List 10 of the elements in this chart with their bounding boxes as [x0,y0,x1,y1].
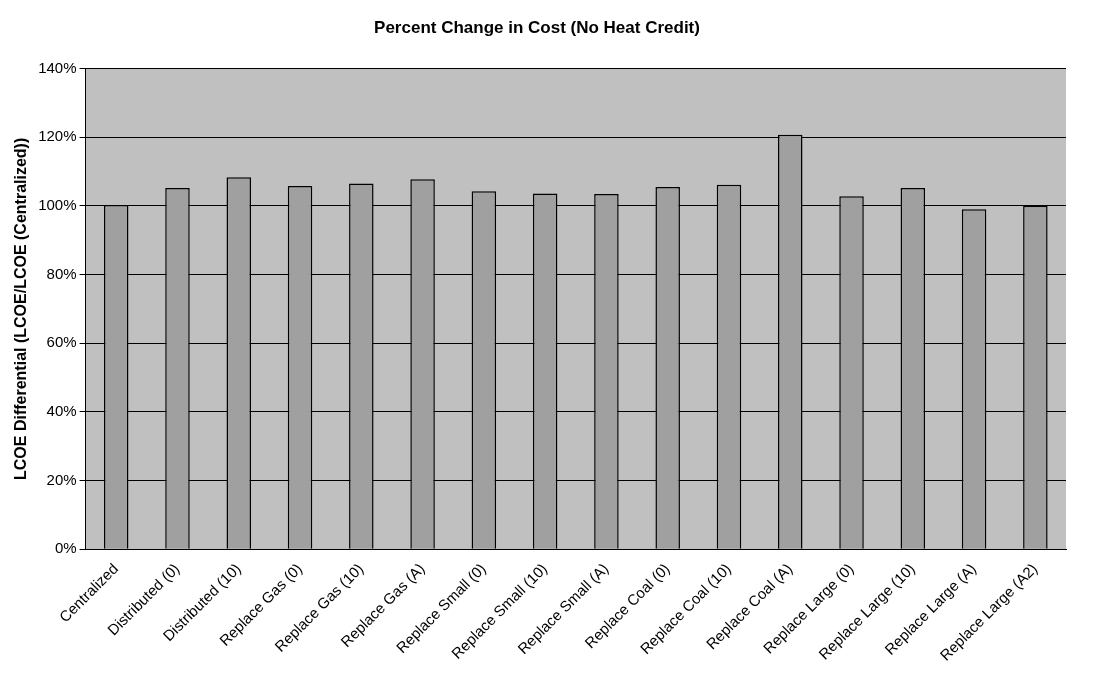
y-tick-label: 80% [46,264,77,282]
y-tick-label: 100% [38,195,77,213]
y-tick-label: 120% [38,127,77,145]
chart-title: Percent Change in Cost (No Heat Credit) [374,17,700,37]
y-tick-label: 40% [46,402,77,420]
y-tick-label: 20% [46,470,77,488]
y-tick-label: 60% [46,333,77,351]
y-axis-title: LCOE Differential (LCOE/LCOE (Centralized)) [12,137,30,480]
y-tick-label: 140% [38,58,77,76]
y-tick-label: 0% [54,539,77,557]
